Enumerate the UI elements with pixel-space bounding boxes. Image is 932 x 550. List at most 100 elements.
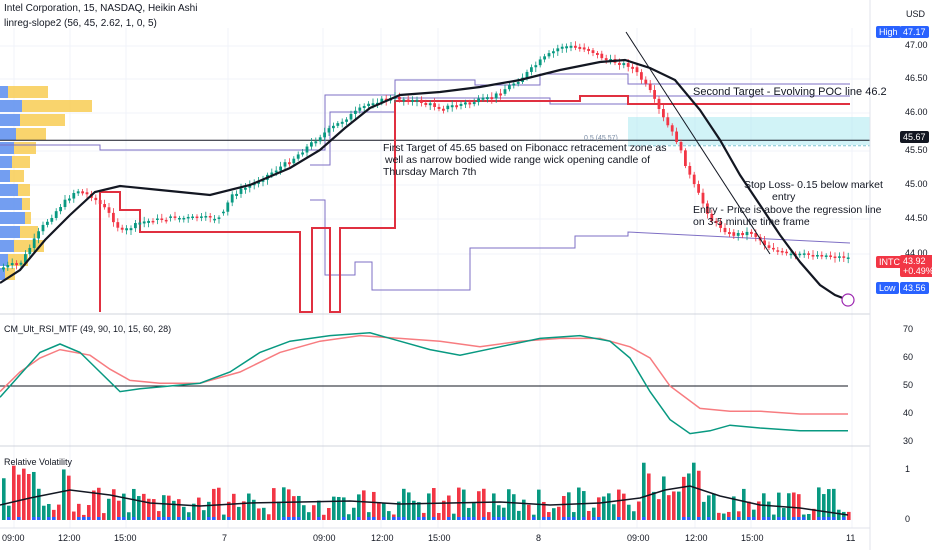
volatility-bar — [137, 496, 141, 520]
volatility-bar — [152, 499, 156, 520]
volume-profile-buy — [0, 198, 22, 210]
candle-body — [15, 263, 18, 266]
rsi-tick: 60 — [903, 352, 914, 362]
candle-body — [19, 262, 23, 265]
volatility-base — [797, 517, 801, 520]
volatility-base — [737, 517, 741, 520]
candle-body — [600, 53, 604, 59]
candle-body — [653, 90, 656, 99]
time-tick: 8 — [536, 533, 542, 543]
rsi-tick: 50 — [903, 380, 914, 390]
volatility-bar — [317, 500, 321, 520]
volatility-bar — [642, 462, 646, 520]
volatility-bar — [507, 489, 511, 520]
volatility-bar — [187, 512, 191, 520]
rsi-tick: 30 — [903, 436, 914, 446]
grid-lines — [0, 28, 870, 528]
volatility-bar — [792, 492, 796, 520]
volatility-bar — [807, 513, 811, 520]
volatility-base — [157, 517, 161, 520]
volatility-bar — [12, 465, 16, 520]
volatility-bar — [472, 503, 476, 520]
candle-body — [736, 232, 740, 236]
candle-body — [710, 213, 714, 221]
volatility-base — [97, 517, 101, 520]
candle-body — [494, 93, 498, 99]
volatility-bar — [252, 499, 256, 520]
volume-profile-sell — [8, 254, 28, 266]
candle-body — [398, 96, 401, 100]
volume-profile-buy — [0, 86, 8, 98]
volume-profile-buy — [0, 212, 25, 224]
volatility-bar — [397, 501, 401, 520]
candle-body — [464, 102, 467, 105]
candle-body — [354, 110, 357, 114]
volatility-bar — [832, 488, 836, 520]
volume-profile-sell — [8, 86, 48, 98]
candle-body — [340, 121, 344, 124]
candle-body — [411, 99, 414, 102]
candle-body — [626, 63, 630, 67]
volatility-bar — [617, 489, 621, 520]
candle-body — [565, 46, 568, 49]
candle-body — [54, 211, 58, 218]
volatility-base — [682, 517, 686, 520]
currency-label[interactable]: USD — [906, 9, 926, 19]
candle-body — [10, 263, 14, 266]
candle-body — [107, 207, 111, 213]
candle-body — [763, 240, 766, 246]
volume-profile-sell — [18, 184, 30, 196]
volatility-base — [597, 517, 601, 520]
relative-volatility-panel — [0, 462, 851, 520]
candle-body — [789, 253, 793, 256]
stop-loss-note: Stop Loss- 0.15 below market entry — [744, 179, 883, 203]
candle-body — [283, 162, 287, 167]
volatility-bar — [842, 511, 846, 520]
candle-body — [226, 202, 230, 212]
candle-body — [68, 198, 71, 201]
volatility-bar — [2, 478, 6, 520]
candle-body — [147, 220, 150, 223]
candle-body — [41, 224, 45, 232]
volatility-bar — [62, 469, 66, 520]
volatility-bar — [292, 496, 296, 520]
volatility-base — [32, 517, 36, 520]
candle-body — [534, 65, 538, 68]
candle-body — [151, 220, 155, 223]
change-percent: +0.49% — [903, 266, 932, 276]
volatility-bar — [747, 501, 751, 520]
volatility-bar — [517, 510, 521, 520]
volatility-base — [177, 517, 181, 520]
volatility-base — [117, 517, 121, 520]
volatility-bar — [542, 501, 546, 520]
volatility-bar — [267, 514, 271, 520]
volatility-bar — [707, 495, 711, 520]
stop-loss-line: Stop Loss- 0.15 below market — [744, 179, 883, 191]
fib-zone-band — [628, 117, 870, 145]
volume-profile-buy — [0, 156, 12, 168]
candle-body — [332, 125, 335, 129]
stop-loss-line: entry — [772, 191, 796, 203]
price-tick: 46.50 — [905, 73, 928, 83]
volatility-bar — [217, 487, 221, 520]
volume-profile-buy — [0, 170, 10, 182]
rsi-slow-line — [0, 334, 848, 415]
candle-body — [59, 207, 62, 212]
candle-body — [213, 218, 216, 221]
volatility-base — [547, 517, 551, 520]
candle-body — [596, 52, 599, 55]
candle-body — [288, 162, 291, 165]
volatility-bar — [147, 498, 151, 520]
candle-body — [428, 103, 432, 106]
volatility-bar — [607, 493, 611, 520]
volatility-bar — [117, 500, 121, 520]
volatility-bar — [32, 471, 36, 520]
candle-body — [134, 223, 137, 229]
candle-body — [345, 119, 348, 122]
candle-body — [156, 218, 159, 220]
candle-body — [472, 102, 476, 105]
candle-body — [569, 45, 573, 48]
volatility-bar — [692, 462, 696, 520]
volatility-bar — [467, 507, 471, 520]
candle-body — [402, 99, 406, 102]
